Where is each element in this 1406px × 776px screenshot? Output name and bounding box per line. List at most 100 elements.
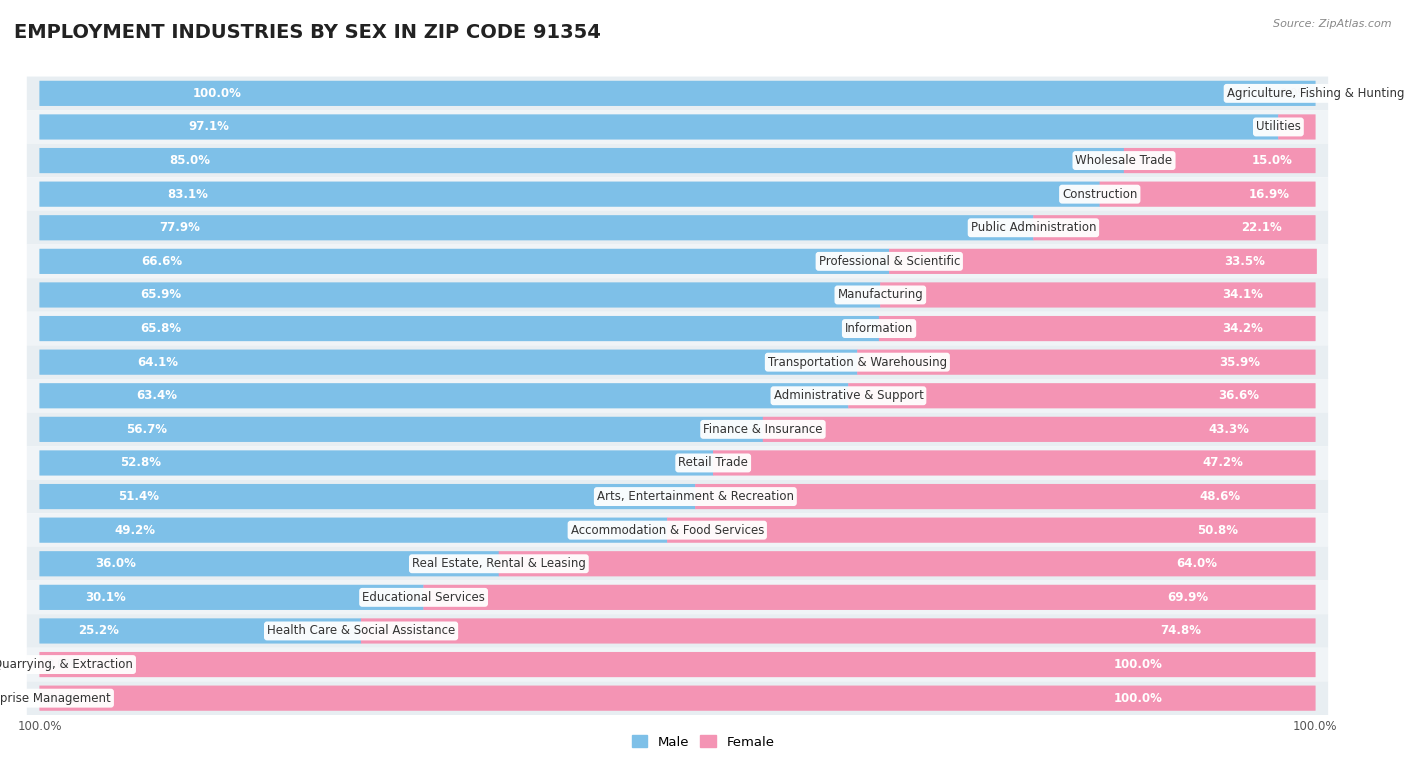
FancyBboxPatch shape <box>39 518 668 542</box>
Text: 50.8%: 50.8% <box>1197 524 1237 537</box>
Text: Agriculture, Fishing & Hunting: Agriculture, Fishing & Hunting <box>1226 87 1405 100</box>
Text: 36.0%: 36.0% <box>94 557 135 570</box>
FancyBboxPatch shape <box>666 518 1316 542</box>
FancyBboxPatch shape <box>27 379 1329 413</box>
FancyBboxPatch shape <box>27 178 1329 211</box>
FancyBboxPatch shape <box>39 282 880 307</box>
Text: 15.0%: 15.0% <box>1251 154 1292 167</box>
FancyBboxPatch shape <box>27 446 1329 480</box>
FancyBboxPatch shape <box>27 413 1329 446</box>
FancyBboxPatch shape <box>27 312 1329 345</box>
Text: Finance & Insurance: Finance & Insurance <box>703 423 823 436</box>
Text: Wholesale Trade: Wholesale Trade <box>1076 154 1173 167</box>
FancyBboxPatch shape <box>39 215 1033 241</box>
FancyBboxPatch shape <box>39 182 1099 206</box>
Text: 74.8%: 74.8% <box>1160 625 1201 637</box>
Text: 77.9%: 77.9% <box>159 221 200 234</box>
FancyBboxPatch shape <box>39 114 1278 140</box>
Text: 100.0%: 100.0% <box>1294 720 1337 733</box>
Text: 66.6%: 66.6% <box>142 255 183 268</box>
Text: Educational Services: Educational Services <box>363 591 485 604</box>
Text: Information: Information <box>845 322 914 335</box>
FancyBboxPatch shape <box>27 480 1329 514</box>
Text: 34.2%: 34.2% <box>1222 322 1263 335</box>
Text: 35.9%: 35.9% <box>1219 355 1260 369</box>
Text: EMPLOYMENT INDUSTRIES BY SEX IN ZIP CODE 91354: EMPLOYMENT INDUSTRIES BY SEX IN ZIP CODE… <box>14 23 600 42</box>
FancyBboxPatch shape <box>27 345 1329 379</box>
FancyBboxPatch shape <box>27 580 1329 614</box>
FancyBboxPatch shape <box>39 685 1316 711</box>
Text: 0.0%: 0.0% <box>1279 87 1309 100</box>
FancyBboxPatch shape <box>39 383 849 408</box>
Text: 97.1%: 97.1% <box>188 120 229 133</box>
Text: Mining, Quarrying, & Extraction: Mining, Quarrying, & Extraction <box>0 658 134 671</box>
Text: Professional & Scientific: Professional & Scientific <box>818 255 960 268</box>
FancyBboxPatch shape <box>39 81 1316 106</box>
Text: 25.2%: 25.2% <box>79 625 120 637</box>
FancyBboxPatch shape <box>695 484 1316 509</box>
FancyBboxPatch shape <box>39 417 763 442</box>
Text: 83.1%: 83.1% <box>167 188 208 201</box>
Text: 64.1%: 64.1% <box>138 355 179 369</box>
FancyBboxPatch shape <box>39 618 361 643</box>
FancyBboxPatch shape <box>499 551 1316 577</box>
Text: 100.0%: 100.0% <box>193 87 242 100</box>
Text: 100.0%: 100.0% <box>17 720 62 733</box>
Text: 43.3%: 43.3% <box>1208 423 1249 436</box>
Text: Arts, Entertainment & Recreation: Arts, Entertainment & Recreation <box>596 490 794 503</box>
Text: 0.0%: 0.0% <box>46 691 76 705</box>
Text: Health Care & Social Assistance: Health Care & Social Assistance <box>267 625 456 637</box>
FancyBboxPatch shape <box>27 648 1329 681</box>
FancyBboxPatch shape <box>27 681 1329 715</box>
Text: Accommodation & Food Services: Accommodation & Food Services <box>571 524 763 537</box>
Text: Construction: Construction <box>1062 188 1137 201</box>
Text: 100.0%: 100.0% <box>1114 658 1163 671</box>
Text: Transportation & Warehousing: Transportation & Warehousing <box>768 355 946 369</box>
FancyBboxPatch shape <box>361 618 1316 643</box>
FancyBboxPatch shape <box>39 652 1316 677</box>
FancyBboxPatch shape <box>27 514 1329 547</box>
Text: 36.6%: 36.6% <box>1219 390 1260 402</box>
Text: Enterprise Management: Enterprise Management <box>0 691 111 705</box>
Text: Real Estate, Rental & Leasing: Real Estate, Rental & Leasing <box>412 557 586 570</box>
FancyBboxPatch shape <box>27 211 1329 244</box>
Text: 47.2%: 47.2% <box>1202 456 1243 469</box>
Text: Source: ZipAtlas.com: Source: ZipAtlas.com <box>1274 19 1392 29</box>
Text: 33.5%: 33.5% <box>1225 255 1265 268</box>
FancyBboxPatch shape <box>1099 182 1316 206</box>
FancyBboxPatch shape <box>1278 114 1316 140</box>
Text: 48.6%: 48.6% <box>1199 490 1241 503</box>
Text: 64.0%: 64.0% <box>1177 557 1218 570</box>
Text: 65.8%: 65.8% <box>141 322 181 335</box>
FancyBboxPatch shape <box>880 282 1316 307</box>
Text: 100.0%: 100.0% <box>1114 691 1163 705</box>
FancyBboxPatch shape <box>763 417 1316 442</box>
FancyBboxPatch shape <box>713 450 1316 476</box>
Text: Administrative & Support: Administrative & Support <box>773 390 924 402</box>
FancyBboxPatch shape <box>1123 148 1316 173</box>
Text: Manufacturing: Manufacturing <box>838 289 924 301</box>
Text: 56.7%: 56.7% <box>127 423 167 436</box>
FancyBboxPatch shape <box>879 316 1316 341</box>
FancyBboxPatch shape <box>39 349 858 375</box>
FancyBboxPatch shape <box>27 77 1329 110</box>
FancyBboxPatch shape <box>27 614 1329 648</box>
Text: 65.9%: 65.9% <box>141 289 181 301</box>
FancyBboxPatch shape <box>39 484 696 509</box>
FancyBboxPatch shape <box>858 349 1316 375</box>
Text: 52.8%: 52.8% <box>121 456 162 469</box>
Text: Utilities: Utilities <box>1256 120 1301 133</box>
FancyBboxPatch shape <box>39 148 1125 173</box>
FancyBboxPatch shape <box>27 144 1329 178</box>
FancyBboxPatch shape <box>39 450 713 476</box>
Text: 16.9%: 16.9% <box>1249 188 1289 201</box>
FancyBboxPatch shape <box>27 278 1329 312</box>
FancyBboxPatch shape <box>423 585 1316 610</box>
FancyBboxPatch shape <box>848 383 1316 408</box>
Text: 51.4%: 51.4% <box>118 490 159 503</box>
FancyBboxPatch shape <box>39 316 879 341</box>
FancyBboxPatch shape <box>39 585 423 610</box>
Legend: Male, Female: Male, Female <box>626 730 780 754</box>
Text: Public Administration: Public Administration <box>970 221 1097 234</box>
Text: 69.9%: 69.9% <box>1167 591 1208 604</box>
